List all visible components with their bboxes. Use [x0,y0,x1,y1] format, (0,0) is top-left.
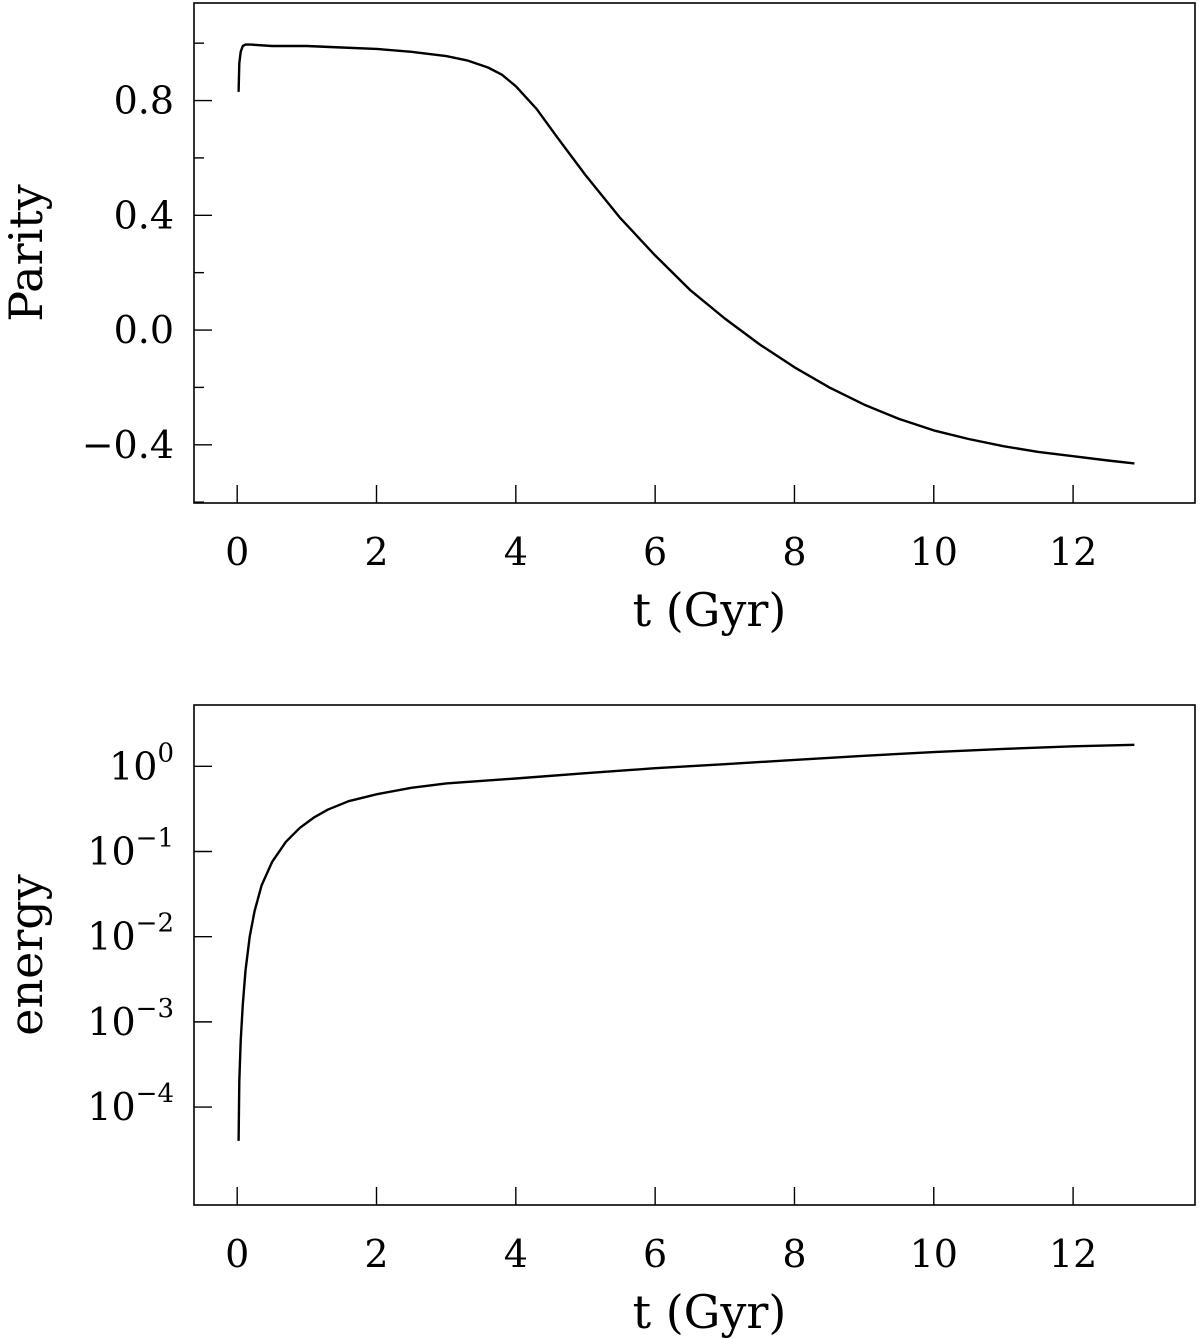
x-tick-label: 4 [504,1232,528,1276]
plot-frame [193,2,1196,504]
y-tick-label: 0.0 [114,308,174,352]
y-tick-label: 0.8 [114,79,174,123]
x-tick-label: 2 [364,1232,388,1276]
x-tick-label: 12 [1049,530,1097,574]
y-tick-label: −0.4 [82,423,174,467]
x-axis-label: t (Gyr) [633,1285,787,1338]
y-tick-label: 10−2 [87,909,174,959]
x-tick-label: 12 [1049,1232,1097,1276]
x-axis-label: t (Gyr) [633,583,787,637]
series-line [237,743,1135,1141]
x-tick-label: 8 [782,530,806,574]
x-tick-label: 10 [910,530,958,574]
series-line [237,43,1135,465]
x-tick-label: 8 [782,1232,806,1276]
y-tick-label: 100 [109,738,174,788]
x-tick-label: 4 [504,530,528,574]
x-tick-label: 0 [225,530,249,574]
parity-panel: 0 2 4 6 8 10 12 −0.4 0.0 0.4 0.8 t (Gyr) Parity [0,2,1196,637]
x-tick-label: 6 [643,1232,667,1276]
y-tick-label: 0.4 [114,193,174,237]
y-axis-label: Parity [0,184,53,321]
x-tick-label: 6 [643,530,667,574]
y-tick-label: 10−1 [87,824,174,874]
energy-panel: 0 2 4 6 8 10 12 100 10−1 10−2 10−3 10−4 t (Gyr) energ… [0,704,1196,1338]
y-tick-label: 10−4 [87,1079,174,1129]
y-tick-label: 10−3 [87,994,174,1044]
x-tick-label: 0 [225,1232,249,1276]
plot-frame [193,704,1196,1206]
y-axis-label: energy [0,874,53,1036]
x-tick-label: 10 [910,1232,958,1276]
x-tick-label: 2 [364,530,388,574]
